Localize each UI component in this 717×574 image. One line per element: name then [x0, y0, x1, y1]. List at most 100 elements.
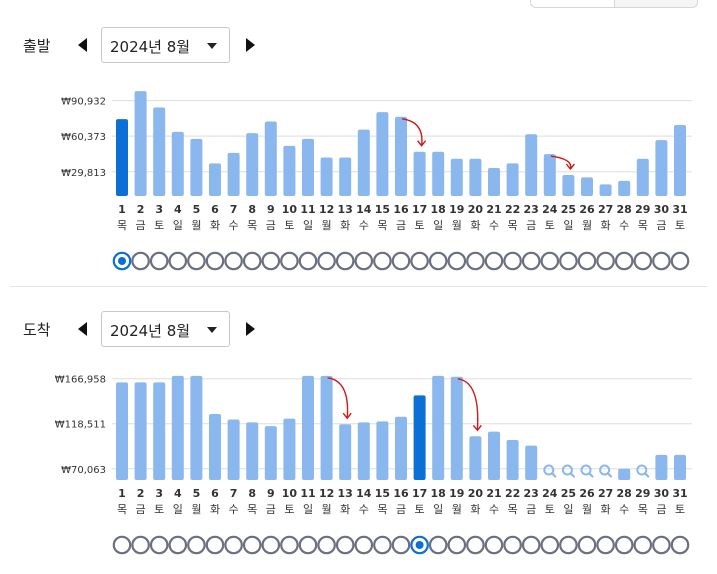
day-radio-button[interactable] [131, 251, 150, 271]
day-radio-button[interactable] [317, 535, 336, 555]
price-bar[interactable] [134, 91, 147, 196]
day-radio-button[interactable] [242, 535, 262, 555]
search-icon[interactable] [636, 464, 650, 478]
day-radio-button[interactable] [559, 535, 578, 555]
day-radio-button[interactable] [614, 251, 634, 271]
search-icon[interactable] [561, 464, 576, 478]
price-bar[interactable] [171, 375, 184, 480]
arrival-next-month-button[interactable] [240, 319, 260, 339]
day-radio-button[interactable] [354, 251, 374, 271]
price-bar[interactable] [376, 421, 389, 480]
day-radio-button[interactable] [205, 535, 225, 555]
price-bar[interactable] [506, 440, 519, 480]
price-bar[interactable] [525, 445, 538, 480]
day-radio-button[interactable] [521, 535, 541, 555]
price-bar[interactable] [264, 426, 277, 480]
price-bar[interactable] [209, 163, 221, 196]
day-radio-button[interactable] [428, 251, 448, 271]
day-radio-button[interactable] [484, 535, 504, 555]
day-radio-button[interactable] [280, 535, 299, 555]
top-tab-right[interactable] [614, 0, 698, 8]
price-bar[interactable] [246, 422, 259, 480]
price-bar[interactable] [636, 158, 649, 196]
day-radio-button[interactable] [112, 535, 132, 555]
price-bar[interactable] [618, 468, 631, 480]
price-bar[interactable] [450, 158, 463, 196]
arrival-prev-month-button[interactable] [72, 319, 92, 339]
price-bar[interactable] [283, 145, 296, 196]
day-radio-button[interactable] [540, 535, 560, 555]
price-bar[interactable] [264, 121, 277, 196]
price-bar[interactable] [655, 140, 668, 196]
price-bar[interactable] [599, 184, 612, 196]
day-radio-button[interactable] [428, 535, 448, 555]
price-bar[interactable] [618, 180, 631, 196]
day-radio-button[interactable] [317, 251, 336, 271]
price-bar[interactable] [246, 133, 259, 196]
day-radio-button[interactable] [484, 251, 504, 271]
day-radio-button[interactable] [224, 535, 243, 555]
day-radio-button[interactable] [391, 535, 411, 555]
day-radio-button[interactable] [614, 535, 634, 555]
price-bar[interactable] [134, 382, 147, 480]
day-radio-button[interactable] [391, 251, 411, 271]
price-bar[interactable] [357, 129, 370, 196]
day-radio-button[interactable] [354, 535, 374, 555]
price-bar[interactable] [395, 116, 407, 196]
price-bar[interactable] [413, 395, 426, 480]
price-bar[interactable] [153, 107, 166, 196]
arrival-month-select[interactable]: 2024년 8월 [101, 311, 230, 347]
day-radio-button[interactable] [596, 251, 615, 271]
price-bar[interactable] [674, 124, 686, 196]
day-radio-button[interactable] [466, 251, 485, 271]
price-bar[interactable] [674, 454, 686, 480]
day-radio-button[interactable] [521, 251, 541, 271]
price-bar[interactable] [450, 376, 463, 480]
price-bar[interactable] [209, 413, 221, 480]
price-bar[interactable] [171, 131, 184, 196]
day-radio-button[interactable] [577, 535, 597, 555]
price-bar[interactable] [562, 175, 575, 196]
day-radio-button[interactable] [633, 251, 653, 271]
price-bar[interactable] [116, 119, 128, 196]
day-radio-button[interactable] [373, 251, 392, 271]
day-radio-button[interactable] [149, 251, 169, 271]
price-bar[interactable] [320, 157, 333, 196]
day-radio-button[interactable] [242, 251, 262, 271]
price-bar[interactable] [339, 157, 352, 196]
day-radio-button[interactable] [149, 535, 169, 555]
price-bar[interactable] [506, 163, 519, 196]
departure-next-month-button[interactable] [240, 35, 260, 55]
day-radio-button[interactable] [447, 251, 467, 271]
price-bar[interactable] [488, 431, 500, 480]
day-radio-button[interactable] [410, 251, 429, 271]
price-bar[interactable] [581, 177, 593, 196]
price-bar[interactable] [227, 152, 240, 196]
price-bar[interactable] [469, 158, 482, 196]
price-bar[interactable] [395, 416, 407, 480]
day-radio-button[interactable] [335, 535, 355, 555]
day-radio-button[interactable] [410, 535, 429, 555]
price-bar[interactable] [302, 138, 314, 196]
top-tab-left[interactable] [530, 0, 615, 8]
search-icon[interactable] [580, 464, 594, 478]
price-bar[interactable] [190, 138, 203, 196]
day-radio-button[interactable] [670, 535, 690, 555]
day-radio-button[interactable] [168, 251, 188, 271]
day-radio-button[interactable] [633, 535, 653, 555]
price-bar[interactable] [413, 151, 426, 196]
day-radio-button[interactable] [335, 251, 355, 271]
price-bar[interactable] [488, 168, 500, 196]
search-icon[interactable] [599, 464, 613, 478]
price-bar[interactable] [357, 422, 370, 480]
price-bar[interactable] [432, 375, 445, 480]
day-radio-button[interactable] [298, 251, 318, 271]
price-bar[interactable] [116, 382, 128, 480]
departure-month-select[interactable]: 2024년 8월 [101, 27, 230, 63]
price-bar[interactable] [655, 454, 668, 480]
price-bar[interactable] [283, 418, 296, 480]
day-radio-button[interactable] [205, 251, 225, 271]
day-radio-button[interactable] [559, 251, 578, 271]
departure-prev-month-button[interactable] [72, 35, 92, 55]
day-radio-button[interactable] [131, 535, 150, 555]
